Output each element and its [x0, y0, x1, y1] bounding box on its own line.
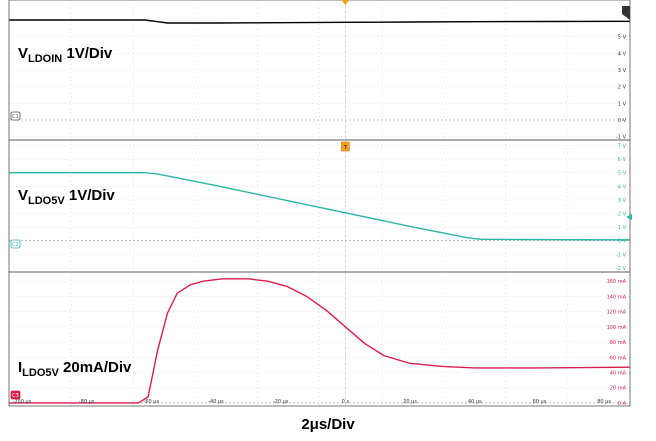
x-tick-label: 60 μs	[533, 399, 547, 405]
channel-marker-label: C2	[12, 242, 19, 248]
y-tick-label: -1 V	[616, 135, 627, 141]
x-tick-label: 80 μs	[597, 399, 611, 405]
waveform-ch2	[9, 171, 631, 241]
channel-marker-ch1	[10, 111, 21, 121]
y-tick-label: 40 mA	[610, 371, 627, 377]
waveform-ch1	[9, 19, 631, 24]
y-tick-label: 2 V	[618, 211, 627, 217]
y-tick-label: 80 mA	[610, 340, 627, 346]
y-tick-label: 1 V	[618, 101, 627, 107]
x-tick-label: 20 μs	[403, 399, 417, 405]
x-tick-label: -20 μs	[273, 399, 289, 405]
waveform-ch3	[9, 278, 631, 404]
channel-marker-ch2	[10, 239, 21, 249]
panel-border	[8, 271, 631, 407]
channel-marker-ch3	[10, 390, 21, 400]
y-tick-label: 2 V	[618, 85, 627, 91]
y-tick-label: 140 mA	[607, 294, 627, 300]
trigger-level-arrow	[626, 214, 632, 220]
y-tick-label: 0 A	[618, 401, 627, 407]
y-tick-label: -2 V	[616, 266, 627, 272]
y-tick-label: 0 V	[618, 239, 627, 245]
y-tick-label: 4 V	[618, 51, 627, 57]
y-tick-label: 4 V	[618, 184, 627, 190]
x-tick-label: -60 μs	[144, 399, 160, 405]
y-tick-label: 6 V	[618, 157, 627, 163]
plot-background	[9, 0, 630, 406]
x-tick-label: 40 μs	[468, 399, 482, 405]
panel-2: 7 V 6 V 5 V 4 V 3 V 2 V 1 V 0 V -1 V -2 V C2 VLDO5V…	[8, 139, 631, 273]
channel-label-ch1: VLDOIN 1V/Div	[18, 45, 113, 65]
y-tick-label: 3 V	[618, 68, 627, 74]
y-tick-label: 5 V	[618, 171, 627, 177]
y-tick-label: 60 mA	[610, 355, 627, 361]
y-tick-label: 120 mA	[607, 310, 627, 316]
x-tick-label: -40 μs	[208, 399, 224, 405]
y-tick-label: 1 V	[618, 225, 627, 231]
x-tick-label: -80 μs	[79, 399, 95, 405]
y-tick-label: 5 V	[618, 35, 627, 41]
trigger-position-arrow	[341, 0, 350, 5]
y-tick-label: 0 V	[618, 118, 627, 124]
channel-marker-label: C1	[12, 114, 19, 120]
y-tick-label: 100 mA	[607, 325, 627, 331]
y-tick-label: 3 V	[618, 198, 627, 204]
status-glyph-icon	[622, 6, 630, 20]
trigger-marker-label: T	[343, 145, 348, 151]
channel-label-ch2: VLDO5V 1V/Div	[18, 187, 115, 207]
channel-marker-label: C3	[12, 393, 19, 399]
timebase-label: 2μs/Div	[301, 416, 355, 433]
y-tick-label: 7 V	[618, 143, 627, 149]
x-tick-label: -200 μs	[13, 399, 32, 405]
y-tick-label: -1 V	[616, 252, 627, 258]
y-tick-label: 160 mA	[607, 279, 627, 285]
y-tick-label: 20 mA	[610, 386, 627, 392]
panel-3: 160 mA 140 mA 120 mA 100 mA 80 mA 60 mA 40 mA 2…	[8, 271, 631, 407]
trigger-marker-box	[341, 141, 350, 152]
x-tick-label: 0 s	[342, 399, 350, 405]
channel-label-ch3: ILDO5V 20mA/Div	[18, 359, 132, 379]
